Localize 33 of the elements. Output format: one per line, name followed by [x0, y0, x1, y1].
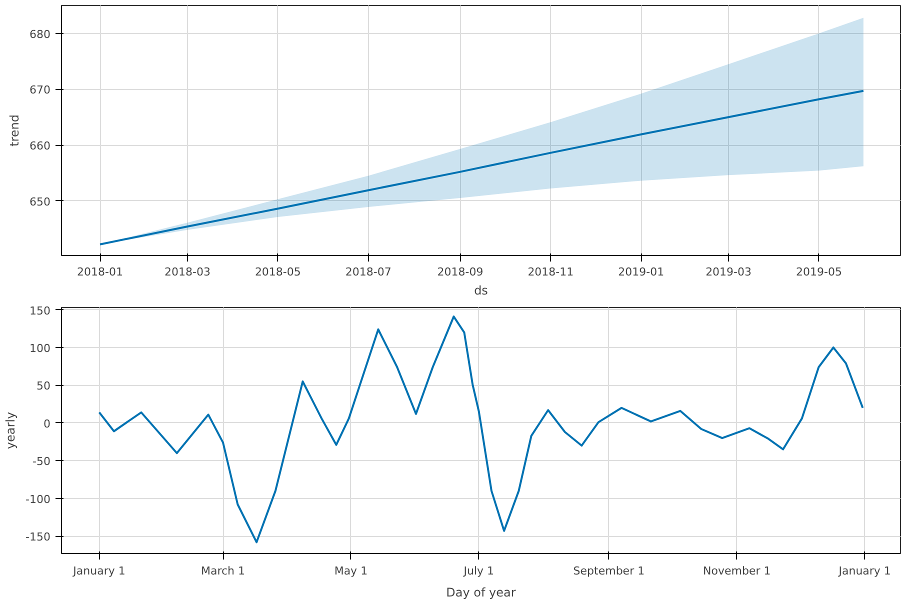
y-axis-title: trend — [8, 114, 22, 146]
x-tick-label: 2019-05 — [796, 266, 842, 278]
y-tick-label: 680 — [30, 28, 51, 41]
line-series — [98, 316, 864, 544]
y-tick-label: 660 — [30, 140, 51, 153]
y-tick-label: 150 — [30, 304, 51, 318]
x-tick-label: January 1 — [838, 564, 891, 578]
x-axis-title: ds — [474, 284, 488, 298]
x-axis-title: Day of year — [446, 586, 516, 600]
y-tick-label: -50 — [32, 455, 50, 468]
y-tick-label: 50 — [36, 380, 51, 393]
x-tick-label: 2018-07 — [345, 266, 392, 278]
x-tick-label: 2018-11 — [528, 266, 574, 278]
y-tick-label: 670 — [30, 84, 51, 97]
x-tick-label: July 1 — [462, 564, 494, 578]
x-tick-label: May 1 — [334, 564, 368, 578]
y-axis-title: yearly — [4, 412, 18, 450]
x-tick-label: November 1 — [703, 564, 771, 578]
x-tick-label: September 1 — [573, 564, 645, 578]
x-tick-label: March 1 — [200, 564, 246, 578]
line-series — [99, 90, 864, 246]
y-tick-label: 650 — [30, 195, 51, 208]
x-tick-label: 2018-03 — [164, 266, 210, 278]
y-tick-label: 100 — [30, 342, 51, 355]
x-tick-label: 2019-01 — [618, 266, 664, 278]
y-tick-label: 0 — [44, 417, 50, 430]
x-tick-label: 2018-01 — [77, 266, 124, 278]
x-tick-label: 2018-09 — [437, 266, 484, 278]
y-tick-label: -100 — [26, 492, 51, 506]
y-tick-label: -150 — [26, 530, 51, 544]
x-tick-label: 2018-05 — [254, 266, 301, 278]
x-tick-label: 2019-03 — [706, 266, 752, 278]
x-tick-label: January 1 — [72, 564, 126, 578]
